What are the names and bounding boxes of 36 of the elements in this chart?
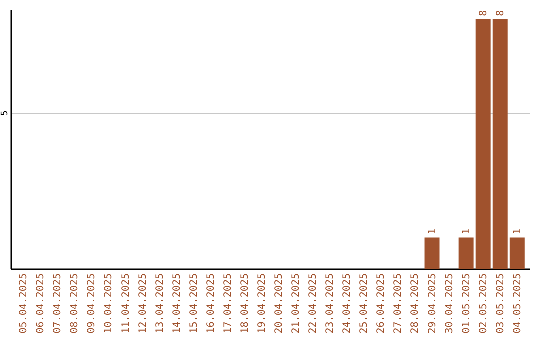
x-tick-label: 08.04.2025 — [70, 274, 81, 334]
x-tick-label: 05.04.2025 — [18, 274, 30, 334]
x-tick-label: 27.04.2025 — [393, 274, 404, 334]
x-tick-label: 20.04.2025 — [274, 274, 286, 334]
x-tick-label: 03.05.2025 — [495, 274, 506, 334]
x-tick-label: 19.04.2025 — [256, 274, 268, 334]
x-tick-label: 17.04.2025 — [222, 274, 234, 334]
x-tick-label: 24.04.2025 — [342, 274, 354, 334]
y-tick-label: 5 — [0, 110, 10, 116]
x-tick-label: 02.05.2025 — [478, 274, 490, 334]
x-tick-label: 13.04.2025 — [154, 274, 166, 334]
data-label: 1 — [512, 228, 524, 235]
x-tick-label: 28.04.2025 — [410, 274, 422, 334]
x-tick-label: 30.04.2025 — [444, 274, 456, 334]
x-tick-label: 12.04.2025 — [138, 274, 149, 334]
x-tick-label: 21.04.2025 — [291, 274, 302, 334]
x-tick-label: 23.04.2025 — [325, 274, 336, 334]
x-tick-label: 26.04.2025 — [376, 274, 388, 334]
x-tick-label: 16.04.2025 — [206, 274, 217, 334]
x-tick-label: 04.05.2025 — [512, 274, 524, 334]
x-tick-label: 18.04.2025 — [240, 274, 251, 334]
x-tick-label: 06.04.2025 — [36, 274, 47, 334]
x-tick-label: 29.04.2025 — [427, 274, 438, 334]
x-tick-label: 09.04.2025 — [86, 274, 98, 334]
x-tick-label: 15.04.2025 — [188, 274, 200, 334]
x-tick-label: 11.04.2025 — [120, 274, 132, 334]
data-label: 8 — [495, 10, 506, 16]
x-tick-label: 10.04.2025 — [104, 274, 115, 334]
data-label: 8 — [478, 10, 490, 16]
x-tick-label: 25.04.2025 — [359, 274, 370, 334]
x-tick-label: 07.04.2025 — [52, 274, 64, 334]
x-tick-label: 14.04.2025 — [172, 274, 183, 334]
data-label: 1 — [461, 228, 472, 235]
data-label: 1 — [427, 228, 438, 235]
x-tick-label: 01.05.2025 — [461, 274, 472, 334]
x-tick-label: 22.04.2025 — [308, 274, 320, 334]
